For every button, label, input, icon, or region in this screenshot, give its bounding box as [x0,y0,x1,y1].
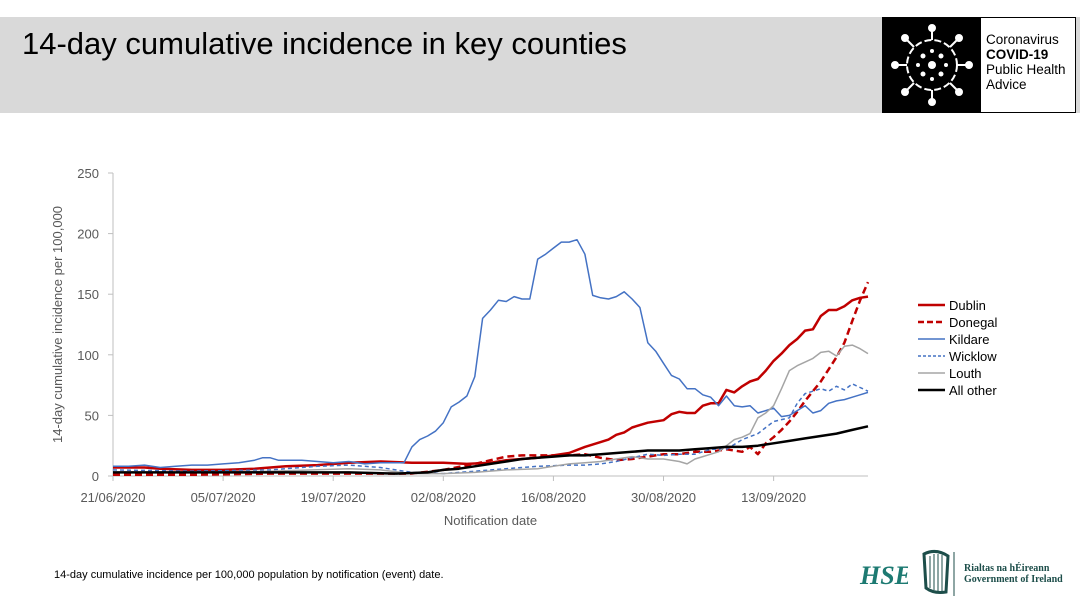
series-line-wicklow [112,383,869,475]
badge-line-3: Public Health [986,62,1066,77]
legend-label: Dublin [949,298,986,313]
page-title: 14-day cumulative incidence in key count… [22,26,627,61]
x-tick-label: 21/06/2020 [80,490,145,505]
x-axis-label: Notification date [444,513,537,528]
government-of-ireland-logo: Rialtas na hÉireann Government of Irelan… [964,563,1063,585]
x-tick-label: 19/07/2020 [301,490,366,505]
badge-line-4: Advice [986,77,1027,92]
series-line-donegal [113,281,870,477]
hse-logo-text: HSE [859,561,908,590]
y-tick-label: 150 [77,287,99,302]
x-tick-label: 30/08/2020 [631,490,696,505]
legend-label: Louth [949,366,982,381]
series-line-dublin [113,295,869,472]
incidence-line-chart: 0 50 100 150 200 250 21/06/2020 05/07/2020 19/07… [50,166,998,528]
badge-line-2: COVID-19 [986,47,1049,62]
chart-series [112,238,870,477]
legend-label: Donegal [949,315,998,330]
series-line-louth [113,344,869,475]
y-tick-label: 0 [92,469,99,484]
y-tick-label: 50 [85,408,99,423]
legend-label: Wicklow [949,349,997,364]
badge-line-1: Coronavirus [986,32,1059,47]
y-axis-label: 14-day cumulative incidence per 100,000 [50,206,65,443]
x-tick-label: 02/08/2020 [411,490,476,505]
y-tick-label: 250 [77,166,99,181]
legend-label: All other [949,383,997,398]
series-line-kildare [113,238,869,469]
x-tick-label: 13/09/2020 [741,490,806,505]
harp-icon [922,549,955,596]
chart-axes: 0 50 100 150 200 250 21/06/2020 05/07/2020 19/07… [77,166,868,505]
x-tick-label: 16/08/2020 [521,490,586,505]
virus-icon [883,18,981,112]
y-tick-label: 100 [77,348,99,363]
gov-line-2: Government of Ireland [964,574,1063,585]
series-line-all-other [113,425,869,475]
y-tick-label: 200 [77,227,99,242]
chart-caption: 14-day cumulative incidence per 100,000 … [54,569,444,581]
covid-badge: Coronavirus COVID-19 Public Health Advic… [882,17,1076,113]
gov-line-1: Rialtas na hÉireann [964,563,1050,574]
legend-label: Kildare [949,332,989,347]
chart-legend: Dublin Donegal Kildare Wicklow Louth All othe… [918,298,998,398]
hse-logo: HSE [859,561,908,590]
x-tick-label: 05/07/2020 [191,490,256,505]
